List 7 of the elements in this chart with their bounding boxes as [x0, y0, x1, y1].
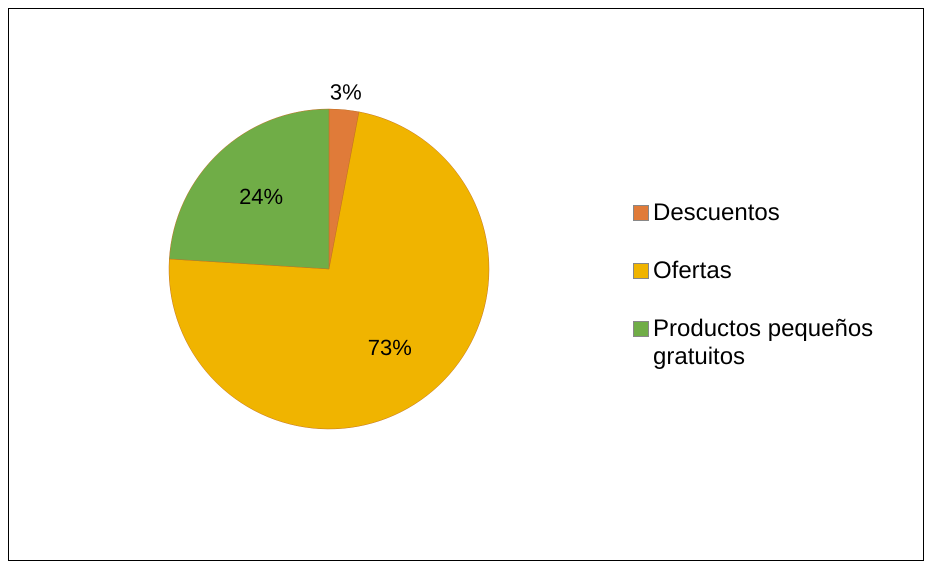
legend-label: Ofertas	[653, 256, 732, 284]
data-label: 73%	[368, 334, 412, 360]
data-label: 24%	[239, 184, 284, 210]
pie-slice	[169, 112, 490, 430]
legend-label: Productos pequeños gratuitos	[653, 314, 874, 370]
data-label: 3%	[330, 79, 362, 104]
legend-label: Descuentos	[653, 198, 780, 226]
